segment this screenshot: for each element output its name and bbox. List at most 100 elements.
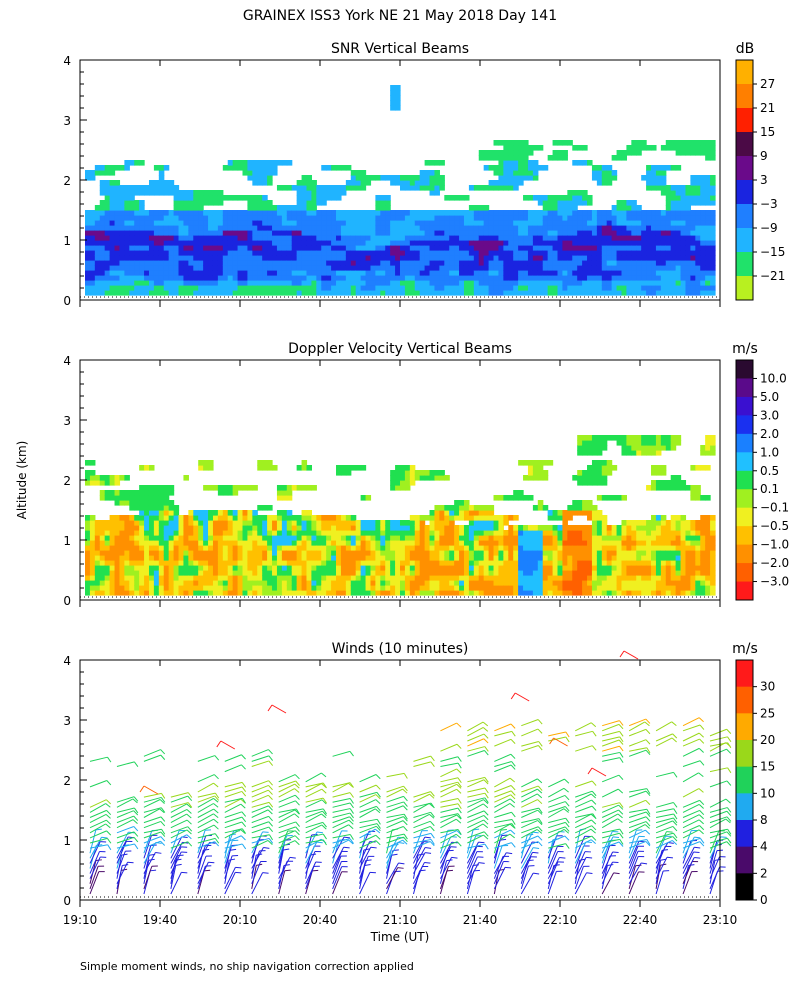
snr-cell: [577, 280, 583, 286]
snr-cell: [670, 245, 677, 251]
doppler-cell: [419, 535, 426, 541]
doppler-cell: [547, 460, 554, 466]
snr-cell: [217, 250, 224, 256]
snr-cell: [670, 230, 677, 236]
doppler-cell: [129, 590, 135, 596]
doppler-cell: [222, 590, 229, 596]
snr-cell: [429, 240, 436, 246]
doppler-cell: [567, 565, 573, 571]
doppler-cell: [99, 540, 106, 546]
doppler-cell: [306, 545, 313, 551]
doppler-cell: [596, 565, 603, 571]
doppler-cell: [557, 580, 564, 586]
doppler-cell: [326, 590, 332, 596]
snr-cell: [286, 285, 293, 291]
doppler-cell: [601, 475, 608, 481]
snr-cell: [173, 185, 180, 191]
doppler-cell: [523, 545, 529, 551]
snr-cell: [621, 210, 628, 216]
snr-cell: [646, 290, 652, 296]
snr-cell: [710, 260, 716, 266]
doppler-cell: [272, 575, 278, 581]
snr-cell: [114, 190, 121, 196]
doppler-cell: [237, 540, 244, 546]
doppler-cell: [365, 535, 372, 541]
snr-cell: [680, 185, 687, 191]
doppler-cell: [503, 545, 509, 551]
snr-cell: [286, 270, 293, 276]
doppler-cell: [409, 475, 416, 481]
snr-cell: [144, 240, 150, 246]
snr-cell: [660, 265, 667, 271]
snr-cell: [119, 200, 125, 206]
doppler-cell: [232, 550, 239, 556]
snr-cell: [370, 215, 376, 221]
doppler-cell: [444, 585, 450, 591]
doppler-cell: [227, 490, 234, 496]
doppler-cell: [483, 580, 490, 586]
snr-cell: [306, 220, 313, 226]
snr-cell: [572, 230, 578, 236]
doppler-cell: [262, 460, 268, 466]
doppler-cell: [488, 520, 495, 526]
figure-title: GRAINEX ISS3 York NE 21 May 2018 Day 141: [243, 8, 557, 24]
snr-cell: [587, 220, 593, 226]
snr-cell: [700, 230, 706, 236]
snr-cell: [242, 195, 249, 201]
doppler-cell: [542, 560, 549, 566]
doppler-cell: [286, 545, 293, 551]
doppler-cell: [267, 550, 273, 556]
snr-cell: [247, 250, 253, 256]
doppler-cell: [94, 540, 101, 546]
snr-cell: [498, 260, 504, 266]
snr-cell: [395, 290, 401, 296]
snr-cell: [222, 235, 229, 241]
doppler-cell: [409, 465, 416, 471]
snr-cell: [705, 140, 711, 146]
doppler-cell: [532, 550, 539, 556]
snr-cell: [503, 285, 509, 291]
snr-cell: [655, 185, 662, 191]
snr-cell: [527, 220, 534, 226]
snr-cell: [212, 225, 219, 231]
doppler-cell: [267, 520, 273, 526]
doppler-cell: [542, 555, 549, 561]
snr-cell: [518, 265, 524, 271]
snr-cell: [227, 210, 234, 216]
snr-cell: [690, 255, 696, 261]
doppler-cell: [114, 495, 121, 501]
doppler-cell: [306, 515, 313, 521]
doppler-cell: [518, 460, 524, 466]
doppler-cell: [306, 465, 313, 471]
snr-cell: [532, 235, 539, 241]
snr-cell: [527, 215, 534, 221]
snr-cell: [276, 245, 283, 251]
doppler-cell: [552, 575, 559, 581]
snr-cell: [306, 280, 313, 286]
snr-cell: [498, 285, 504, 291]
snr-cell: [365, 225, 372, 231]
snr-cell: [178, 210, 185, 216]
snr-cell: [390, 180, 396, 186]
snr-cell: [449, 230, 455, 236]
snr-cell: [178, 285, 185, 291]
snr-cell: [237, 275, 244, 281]
colorbar-swatch: [736, 60, 753, 85]
doppler-cell: [414, 530, 421, 536]
snr-cell: [89, 280, 96, 286]
doppler-cell: [326, 515, 332, 521]
snr-cell: [631, 140, 637, 146]
snr-cell: [326, 210, 332, 216]
doppler-cell: [390, 575, 396, 581]
snr-cell: [444, 240, 450, 246]
doppler-cell: [567, 535, 573, 541]
snr-cell: [124, 290, 130, 296]
snr-cell: [419, 235, 426, 241]
doppler-cell: [183, 540, 189, 546]
doppler-cell: [409, 480, 416, 486]
doppler-cell: [148, 510, 155, 516]
snr-cell: [596, 220, 603, 226]
snr-cell: [596, 265, 603, 271]
snr-cell: [641, 245, 647, 251]
snr-cell: [537, 285, 544, 291]
